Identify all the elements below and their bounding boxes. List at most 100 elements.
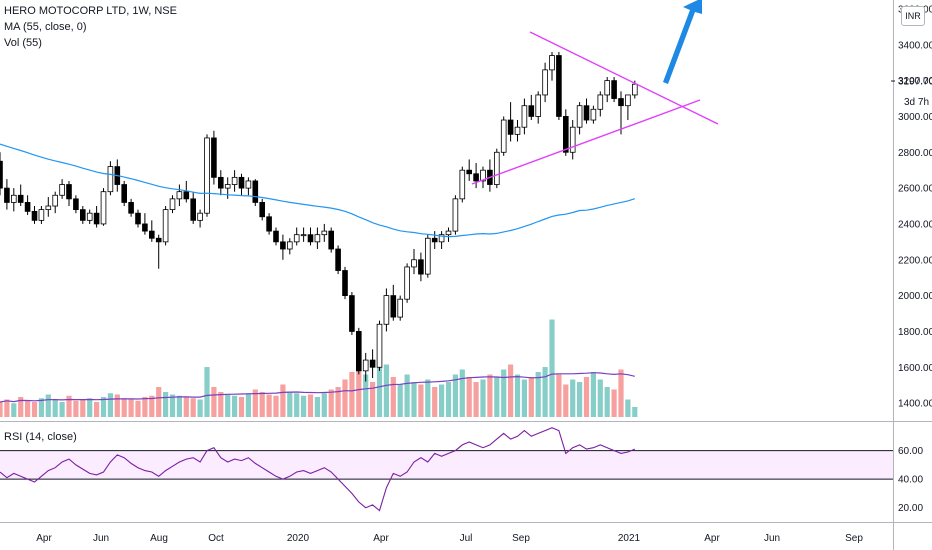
candle-body: [335, 248, 341, 271]
volume-bar: [314, 397, 320, 417]
volume-bar: [163, 392, 169, 417]
candle: [273, 227, 279, 246]
candle: [625, 94, 631, 121]
candle-body: [535, 94, 541, 117]
volume-bar: [176, 395, 182, 417]
candle-body: [155, 237, 162, 243]
candle: [162, 206, 169, 246]
rsi-pane: [0, 427, 893, 512]
legend-rsi[interactable]: RSI (14, close): [4, 431, 77, 443]
volume-bar: [266, 394, 272, 417]
price-tick-label: 3000.00: [898, 112, 932, 123]
candle-body: [169, 198, 176, 211]
candle: [535, 91, 541, 124]
volume-bar: [487, 374, 493, 417]
candle-body: [376, 323, 383, 368]
candle: [349, 292, 355, 336]
rsi-tick-label: 20.00: [898, 503, 923, 514]
candle-body: [100, 191, 107, 225]
volume-bar: [604, 387, 610, 417]
breakout-arrow-icon: [663, 0, 702, 84]
candle-body: [514, 126, 521, 135]
candle-body: [17, 194, 24, 203]
candle-body: [459, 169, 466, 200]
volume-bar: [542, 367, 548, 417]
volume-bar: [4, 399, 10, 417]
candle-body: [404, 266, 410, 300]
last-price-label: 3197.70: [898, 77, 932, 88]
volume-bar: [307, 394, 314, 417]
volume-bar: [473, 382, 479, 417]
candle: [549, 51, 555, 81]
volume-bar: [66, 395, 72, 417]
rsi-tick-label: 60.00: [898, 446, 923, 457]
volume-bar: [328, 389, 334, 417]
currency-button[interactable]: INR: [901, 6, 925, 26]
candle: [121, 180, 128, 207]
candle: [266, 213, 272, 235]
candle: [169, 195, 176, 214]
candle: [542, 62, 548, 103]
candle: [93, 206, 100, 228]
volume-bar: [87, 398, 93, 417]
candle: [404, 263, 410, 303]
time-tick-label: Apr: [373, 533, 389, 544]
candle-body: [431, 237, 438, 243]
volume-bar: [459, 369, 465, 417]
volume-bar: [349, 372, 355, 417]
candle-body: [286, 241, 293, 250]
candle-body: [321, 230, 328, 236]
volume-bar: [169, 394, 176, 417]
volume-bar: [197, 399, 203, 417]
candle: [45, 197, 52, 217]
candle: [611, 77, 617, 103]
candle: [238, 173, 245, 196]
candle: [4, 179, 10, 210]
candle-body: [135, 212, 141, 225]
volume-bar: [342, 379, 348, 417]
candle: [466, 159, 472, 181]
candle: [500, 116, 507, 156]
candle: [224, 177, 231, 199]
countdown-label: 3d 7h: [904, 97, 929, 108]
volume-bar: [445, 382, 452, 417]
candle-body: [217, 176, 224, 189]
candle-body: [452, 198, 459, 232]
volume-bar: [556, 374, 562, 417]
candle: [369, 349, 376, 379]
candle-body: [355, 331, 362, 372]
volume-bar: [25, 400, 31, 417]
candle: [245, 177, 252, 196]
volume-bar: [494, 377, 500, 417]
candle-body: [625, 94, 631, 107]
legend-ma[interactable]: MA (55, close, 0): [4, 21, 87, 33]
volume-bar: [121, 398, 127, 417]
volume-bar: [356, 359, 362, 417]
volume-bar: [432, 387, 438, 417]
volume-bar: [238, 397, 245, 417]
candle-body: [480, 169, 486, 182]
volume-bar: [321, 393, 327, 417]
volume-bar: [245, 393, 251, 417]
candle: [411, 249, 417, 275]
candle: [135, 209, 141, 228]
candle-body: [148, 230, 155, 239]
volume-bar: [94, 402, 100, 417]
candle: [569, 120, 576, 160]
candle-body: [500, 119, 507, 153]
legend-symbol[interactable]: HERO MOTOCORP LTD, 1W, NSE: [4, 5, 177, 17]
candle-body: [328, 230, 334, 250]
candle: [514, 120, 521, 142]
volume-bar: [18, 397, 24, 417]
candle: [280, 234, 286, 260]
volume-bar: [252, 389, 258, 417]
price-tick-label: 2600.00: [898, 184, 932, 195]
candle-body: [266, 216, 272, 232]
candle: [217, 170, 224, 196]
volume-bar: [632, 407, 638, 417]
candle-body: [73, 198, 79, 211]
volume-bar: [418, 384, 424, 417]
legend-vol[interactable]: Vol (55): [4, 37, 42, 49]
